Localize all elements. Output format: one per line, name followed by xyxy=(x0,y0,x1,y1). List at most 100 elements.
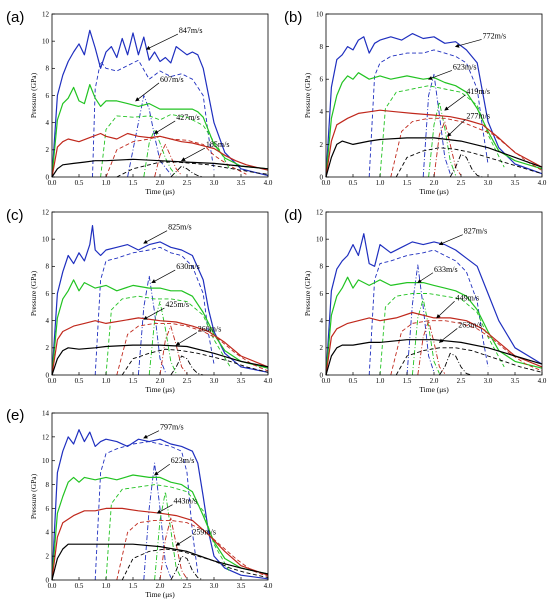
y-tick-label: 12 xyxy=(42,433,50,441)
y-axis-title: Pressure (GPa) xyxy=(29,72,38,118)
series-line-6 xyxy=(325,109,543,178)
x-tick-label: 0.5 xyxy=(349,179,358,187)
y-tick-label: 10 xyxy=(316,10,324,18)
y-tick-label: 8 xyxy=(46,481,50,489)
series-line-3 xyxy=(325,276,543,376)
y-tick-label: 8 xyxy=(46,65,50,73)
y-tick-label: 6 xyxy=(320,290,324,298)
x-tick-label: 0.0 xyxy=(48,377,57,385)
velocity-annotation: 797m/s xyxy=(160,423,184,432)
x-tick-label: 3.0 xyxy=(484,179,493,187)
series-line-2 xyxy=(406,264,435,376)
y-tick-label: 12 xyxy=(42,10,50,18)
y-tick-label: 4 xyxy=(46,529,50,537)
series-line-6 xyxy=(51,317,269,376)
series-line-10 xyxy=(395,147,543,178)
x-tick-label: 2.5 xyxy=(183,179,192,187)
axes-frame xyxy=(51,412,269,581)
series-line-0 xyxy=(325,32,543,178)
x-tick-label: 4.0 xyxy=(264,377,273,385)
series-line-3 xyxy=(51,83,269,178)
series-line-7 xyxy=(116,322,269,376)
x-tick-label: 3.0 xyxy=(210,582,219,590)
x-tick-label: 1.5 xyxy=(129,377,138,385)
x-tick-label: 2.0 xyxy=(156,582,165,590)
annotation-arrow xyxy=(417,272,434,284)
velocity-annotation: 185m/s xyxy=(206,140,230,149)
x-tick-label: 2.5 xyxy=(183,582,192,590)
series-line-11 xyxy=(449,153,483,178)
plot-area xyxy=(51,429,269,581)
x-tick-label: 0.5 xyxy=(349,377,358,385)
x-axis-title: Time (μs) xyxy=(145,187,175,196)
series-line-4 xyxy=(379,293,505,376)
y-tick-label: 0 xyxy=(46,576,50,584)
annotation-arrow xyxy=(454,39,482,48)
velocity-annotation: 607m/s xyxy=(160,75,184,84)
series-line-5 xyxy=(148,301,177,376)
annotation-arrow xyxy=(427,70,453,80)
panel-label-e: (e) xyxy=(6,407,24,424)
x-tick-label: 0.0 xyxy=(48,582,57,590)
y-tick-label: 4 xyxy=(46,317,50,325)
x-tick-label: 2.0 xyxy=(430,377,439,385)
x-tick-label: 2.5 xyxy=(457,377,466,385)
velocity-annotation: 633m/s xyxy=(434,265,458,274)
series-line-9 xyxy=(51,543,269,581)
velocity-annotation: 772m/s xyxy=(483,31,507,40)
x-tick-label: 3.0 xyxy=(210,179,219,187)
y-tick-label: 8 xyxy=(320,263,324,271)
series-line-1 xyxy=(368,49,489,178)
x-tick-label: 1.0 xyxy=(376,377,385,385)
x-tick-label: 3.0 xyxy=(484,377,493,385)
x-tick-label: 0.5 xyxy=(75,582,84,590)
annotation-arrow xyxy=(135,82,160,102)
annotation-arrow xyxy=(436,301,455,319)
y-tick-label: 0 xyxy=(320,173,324,181)
annotation-arrow xyxy=(143,430,160,439)
y-tick-label: 2 xyxy=(320,141,324,149)
y-tick-label: 10 xyxy=(42,236,50,244)
annotation-arrow xyxy=(175,332,197,346)
y-axis-title: Pressure (GPa) xyxy=(303,270,312,316)
x-tick-label: 0.0 xyxy=(322,179,331,187)
series-line-10 xyxy=(121,348,269,376)
panel-label-c: (c) xyxy=(6,207,24,224)
y-tick-label: 14 xyxy=(42,409,50,417)
velocity-annotation: 425m/s xyxy=(165,300,189,309)
x-axis-title: Time (μs) xyxy=(145,590,175,599)
chart-panel-e: 0.0 0.5 1.0 1.5 2.0 2.5 3.0 3.5 4.0 0 2 4 6 8 10 12 14 Ti… xyxy=(29,409,273,599)
chart-panel-b: 0.0 0.5 1.0 1.5 2.0 2.5 3.0 3.5 4.0 0 2 4 6 8 10 Time (… xyxy=(303,10,547,196)
y-tick-label: 10 xyxy=(42,38,50,46)
y-tick-label: 2 xyxy=(46,344,50,352)
chart-panel-c: 0.0 0.5 1.0 1.5 2.0 2.5 3.0 3.5 4.0 0 2 4 6 8 10 12 Time… xyxy=(29,208,273,394)
x-tick-label: 2.5 xyxy=(457,179,466,187)
x-tick-label: 1.5 xyxy=(403,377,412,385)
x-tick-label: 2.5 xyxy=(183,377,192,385)
y-tick-label: 2 xyxy=(46,553,50,561)
series-line-5 xyxy=(428,101,457,178)
x-axis-title: Time (μs) xyxy=(419,385,449,394)
velocity-annotation: 419m/s xyxy=(466,87,490,96)
x-tick-label: 2.0 xyxy=(156,179,165,187)
x-tick-label: 0.0 xyxy=(322,377,331,385)
series-line-4 xyxy=(105,295,231,376)
y-tick-label: 4 xyxy=(46,119,50,127)
x-tick-label: 3.5 xyxy=(237,179,246,187)
series-line-0 xyxy=(325,233,543,376)
series-line-5 xyxy=(411,298,440,376)
x-tick-label: 4.0 xyxy=(538,377,547,385)
x-tick-label: 1.0 xyxy=(102,582,111,590)
annotation-arrow xyxy=(143,230,168,244)
annotation-arrow xyxy=(154,463,171,476)
y-tick-label: 6 xyxy=(46,92,50,100)
series-line-8 xyxy=(159,517,188,581)
series-line-7 xyxy=(105,135,247,178)
x-tick-label: 3.5 xyxy=(237,582,246,590)
x-tick-label: 1.5 xyxy=(129,582,138,590)
axes-frame xyxy=(325,13,543,178)
x-tick-label: 3.5 xyxy=(511,179,520,187)
series-line-2 xyxy=(422,73,451,178)
annotation-arrow xyxy=(151,269,176,283)
